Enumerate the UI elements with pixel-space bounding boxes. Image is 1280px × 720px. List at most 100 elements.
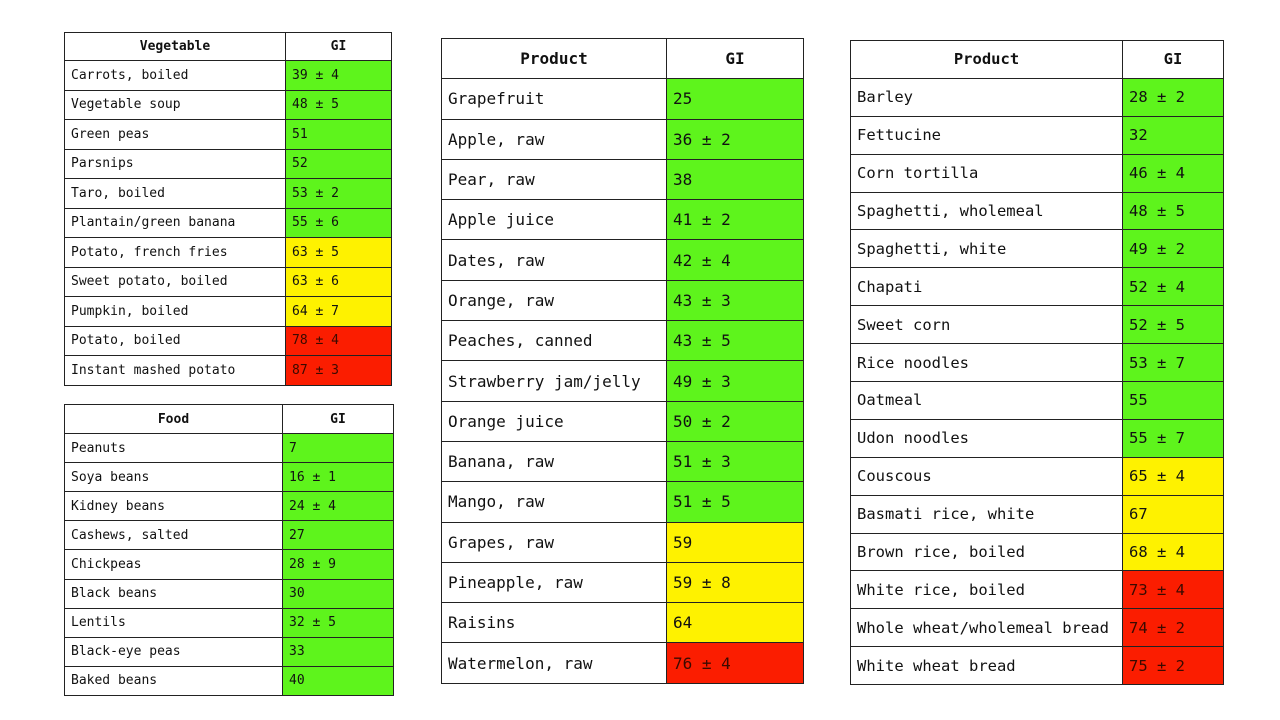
gi-value-cell: 43 ± 3 (666, 279, 804, 322)
table-row: Black-eye peas 33 (64, 636, 394, 667)
table-body: Barley 28 ± 2 Fettucine 32 Corn tortilla 46 ±… (850, 77, 1224, 686)
food-name-cell: Cashews, salted (64, 520, 283, 551)
table-row: Plantain/green banana 55 ± 6 (64, 207, 392, 238)
table-row: Potato, french fries 63 ± 5 (64, 237, 392, 268)
food-name-cell: Potato, french fries (64, 237, 286, 268)
table-row: Barley 28 ± 2 (850, 77, 1224, 117)
food-name-cell: Rice noodles (850, 343, 1123, 383)
food-name-cell: White wheat bread (850, 646, 1123, 686)
food-name-cell: Black-eye peas (64, 636, 283, 667)
gi-value-cell: 42 ± 4 (666, 239, 804, 281)
gi-value-cell: 49 ± 2 (1122, 229, 1224, 269)
gi-value-cell: 75 ± 2 (1122, 646, 1224, 686)
table-row: Basmati rice, white 67 (850, 494, 1224, 534)
food-gi-table: Food GI Peanuts 7 Soya beans 16 ± 1 Kidney b… (64, 403, 394, 696)
gi-value-cell: 55 ± 6 (285, 207, 392, 238)
gi-value-cell: 55 ± 7 (1122, 418, 1224, 458)
gi-value-cell: 59 (666, 521, 804, 563)
gi-value-cell: 28 ± 9 (282, 549, 394, 580)
food-name-cell: Apple juice (441, 199, 667, 241)
food-name-cell: Sweet potato, boiled (64, 266, 286, 297)
gi-value-cell: 55 (1122, 381, 1224, 420)
food-name-cell: Barley (850, 77, 1123, 117)
gi-value-cell: 87 ± 3 (285, 355, 392, 386)
gi-value-cell: 59 ± 8 (666, 561, 804, 604)
food-name-cell: Strawberry jam/jelly (441, 360, 667, 402)
food-name-cell: Corn tortilla (850, 153, 1123, 193)
gi-value-cell: 73 ± 4 (1122, 570, 1224, 610)
table-row: Rice noodles 53 ± 7 (850, 343, 1224, 383)
gi-value-cell: 43 ± 5 (666, 320, 804, 362)
table-row: Brown rice, boiled 68 ± 4 (850, 532, 1224, 572)
food-name-cell: Soya beans (64, 462, 283, 493)
gi-value-cell: 24 ± 4 (282, 491, 394, 522)
food-name-cell: Pumpkin, boiled (64, 296, 286, 327)
gi-value-cell: 33 (282, 636, 394, 667)
table-row: Apple juice 41 ± 2 (441, 199, 804, 241)
food-name-cell: Vegetable soup (64, 89, 286, 120)
table-row: Grapefruit 25 (441, 78, 804, 120)
food-name-cell: Baked beans (64, 665, 283, 696)
table-row: Parsnips 52 (64, 148, 392, 179)
food-name-cell: Grapes, raw (441, 521, 667, 563)
table-row: Udon noodles 55 ± 7 (850, 418, 1224, 458)
gi-value-cell: 64 (666, 602, 804, 644)
gi-value-cell: 32 (1122, 115, 1224, 155)
food-name-cell: Peaches, canned (441, 320, 667, 362)
table-row: Orange, raw 43 ± 3 (441, 279, 804, 322)
gi-value-cell: 51 ± 5 (666, 481, 804, 523)
table-row: Mango, raw 51 ± 5 (441, 481, 804, 523)
food-name-cell: Raisins (441, 602, 667, 644)
table-row: Pineapple, raw 59 ± 8 (441, 561, 804, 604)
food-name-cell: Kidney beans (64, 491, 283, 522)
table-row: Pumpkin, boiled 64 ± 7 (64, 296, 392, 327)
table-row: Pear, raw 38 (441, 158, 804, 201)
food-name-cell: Peanuts (64, 433, 283, 464)
table-body: Carrots, boiled 39 ± 4 Vegetable soup 48 ± … (64, 60, 392, 386)
table-body: Grapefruit 25 Apple, raw 36 ± 2 Pear, raw 38 A… (441, 78, 804, 684)
header-gi: GI (666, 37, 804, 80)
table-row: Dates, raw 42 ± 4 (441, 239, 804, 281)
table-row: Grapes, raw 59 (441, 521, 804, 563)
table-row: Whole wheat/wholemeal bread 74 ± 2 (850, 608, 1224, 648)
vegetable-gi-table: Vegetable GI Carrots, boiled 39 ± 4 Vegeta… (64, 32, 392, 386)
food-name-cell: Orange juice (441, 400, 667, 442)
food-name-cell: Fettucine (850, 115, 1123, 155)
table-row: Chapati 52 ± 4 (850, 267, 1224, 307)
food-name-cell: Apple, raw (441, 118, 667, 160)
food-name-cell: Basmati rice, white (850, 494, 1123, 534)
gi-value-cell: 25 (666, 78, 804, 120)
table-row: Sweet corn 52 ± 5 (850, 305, 1224, 345)
gi-value-cell: 65 ± 4 (1122, 456, 1224, 496)
header-gi: GI (1122, 40, 1224, 79)
food-name-cell: Taro, boiled (64, 178, 286, 209)
table-header-row: Vegetable GI (64, 32, 392, 61)
table-header-row: Product GI (441, 37, 804, 80)
food-name-cell: Couscous (850, 456, 1123, 496)
table-row: Vegetable soup 48 ± 5 (64, 89, 392, 120)
food-name-cell: Carrots, boiled (64, 60, 286, 91)
table-row: Potato, boiled 78 ± 4 (64, 325, 392, 356)
food-name-cell: Watermelon, raw (441, 642, 667, 684)
gi-value-cell: 41 ± 2 (666, 199, 804, 241)
gi-value-cell: 39 ± 4 (285, 60, 392, 91)
food-name-cell: Mango, raw (441, 481, 667, 523)
food-name-cell: Brown rice, boiled (850, 532, 1123, 572)
table-row: Lentils 32 ± 5 (64, 607, 394, 638)
header-name: Product (441, 37, 667, 80)
table-row: Carrots, boiled 39 ± 4 (64, 60, 392, 91)
table-row: Kidney beans 24 ± 4 (64, 491, 394, 522)
table-row: Orange juice 50 ± 2 (441, 400, 804, 442)
food-name-cell: Instant mashed potato (64, 355, 286, 386)
food-name-cell: Potato, boiled (64, 325, 286, 356)
table-row: Sweet potato, boiled 63 ± 6 (64, 266, 392, 297)
gi-value-cell: 36 ± 2 (666, 118, 804, 160)
food-name-cell: Chapati (850, 267, 1123, 307)
food-name-cell: Spaghetti, wholemeal (850, 191, 1123, 231)
gi-value-cell: 32 ± 5 (282, 607, 394, 638)
gi-value-cell: 67 (1122, 494, 1224, 534)
food-name-cell: Black beans (64, 578, 283, 609)
gi-value-cell: 38 (666, 158, 804, 201)
table-row: Oatmeal 55 (850, 381, 1224, 420)
